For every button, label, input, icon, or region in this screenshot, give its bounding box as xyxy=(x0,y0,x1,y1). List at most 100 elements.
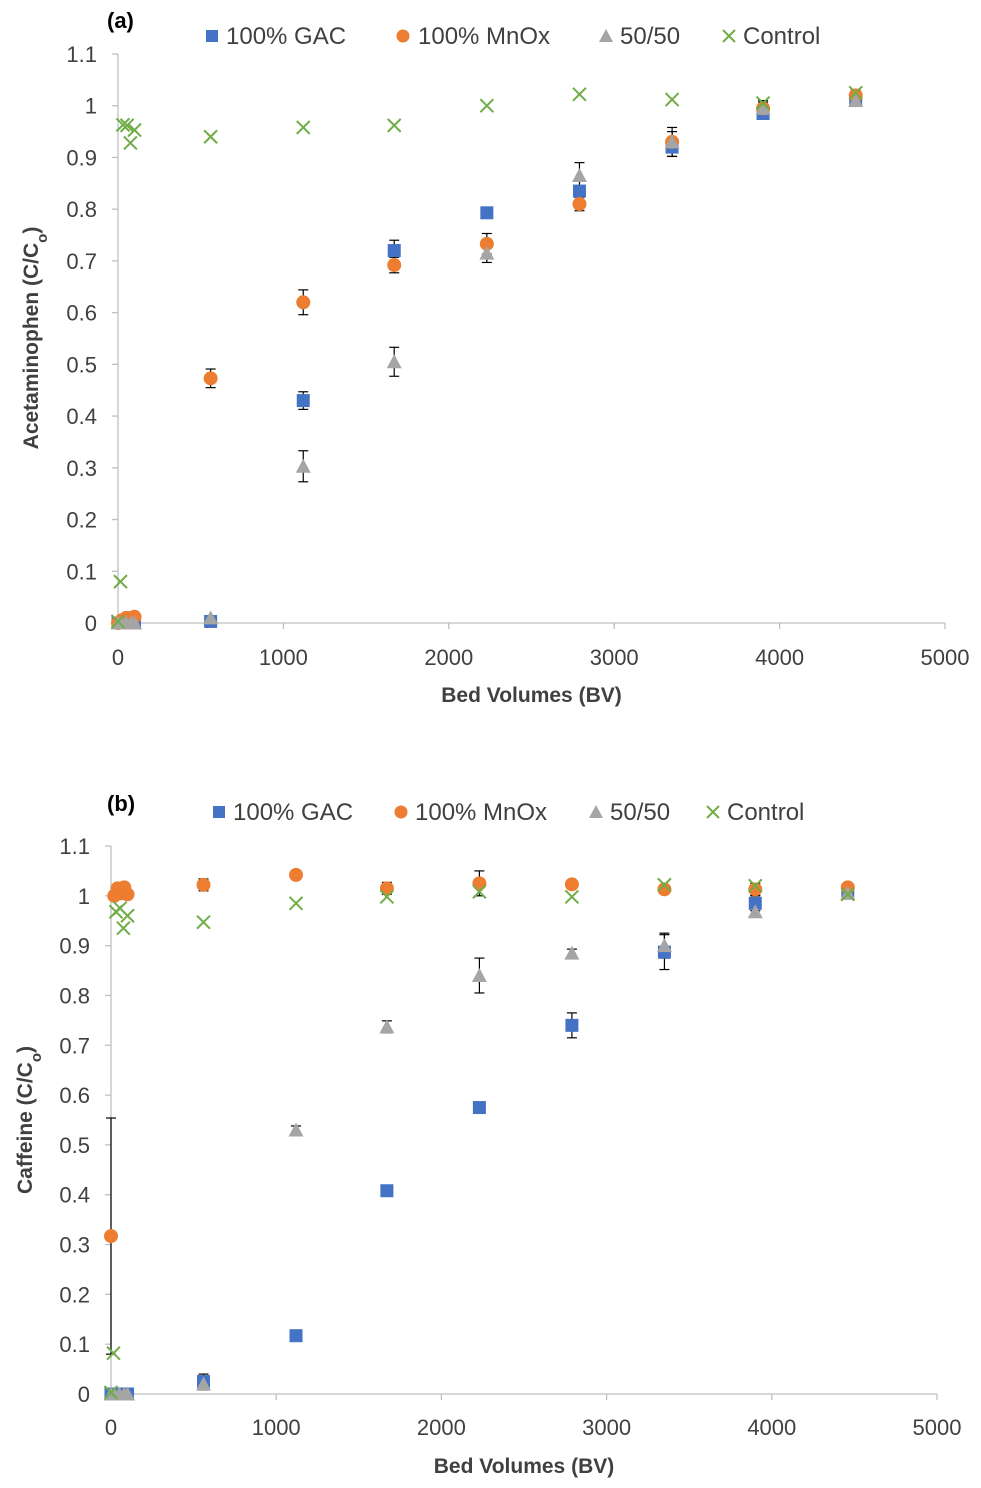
y-tick-label: 0.5 xyxy=(66,352,97,377)
data-point xyxy=(564,877,579,892)
data-point xyxy=(127,615,143,630)
data-point xyxy=(379,881,394,896)
data-point xyxy=(103,1385,119,1400)
data-point xyxy=(747,904,763,919)
data-point xyxy=(565,1018,579,1032)
y-tick-label: 0.8 xyxy=(59,983,90,1008)
x-tick-label: 3000 xyxy=(582,1415,631,1440)
data-point xyxy=(120,908,135,923)
y-tick-label: 0.1 xyxy=(66,559,97,584)
y-tick-label: 0.3 xyxy=(66,456,97,481)
series-100-gac xyxy=(111,94,863,630)
data-point xyxy=(106,1345,121,1361)
series-100-mnox xyxy=(111,88,863,630)
data-point xyxy=(657,877,672,893)
series-control xyxy=(110,85,863,629)
series-control xyxy=(103,877,855,1400)
y-axis-title: Acetaminophen (C/Co) xyxy=(20,227,51,450)
data-point xyxy=(196,1376,212,1391)
data-point xyxy=(564,945,580,960)
data-point xyxy=(119,118,135,133)
x-axis-title: Bed Volumes (BV) xyxy=(441,684,621,707)
legend-label: Control xyxy=(727,799,804,826)
data-point xyxy=(840,887,855,902)
legend-label: 100% MnOx xyxy=(415,799,547,826)
data-point xyxy=(572,87,587,102)
data-point xyxy=(748,878,763,894)
data-point xyxy=(848,93,864,108)
data-point xyxy=(288,1122,304,1137)
series-50-50 xyxy=(110,93,864,630)
data-point xyxy=(664,92,680,107)
data-point xyxy=(196,877,211,892)
legend-label: 100% GAC xyxy=(226,23,346,50)
y-tick-label: 0.3 xyxy=(59,1233,90,1258)
data-point xyxy=(472,876,487,891)
data-point xyxy=(840,885,856,900)
y-tick-label: 0.2 xyxy=(66,508,97,533)
x-axis-title: Bed Volumes (BV) xyxy=(434,1455,614,1478)
data-point xyxy=(656,938,672,953)
data-point xyxy=(479,236,494,251)
data-point xyxy=(472,1101,486,1115)
x-tick-label: 4000 xyxy=(755,645,804,670)
x-tick-label: 4000 xyxy=(747,1415,796,1440)
data-point xyxy=(289,1329,303,1343)
x-tick-label: 5000 xyxy=(921,645,970,670)
x-tick-label: 3000 xyxy=(590,645,639,670)
y-tick-label: 0.4 xyxy=(66,404,97,429)
data-point xyxy=(387,258,402,273)
data-point xyxy=(120,1386,136,1401)
data-point xyxy=(571,168,587,183)
data-point xyxy=(379,889,395,905)
legend-marker-triangle xyxy=(599,29,613,42)
y-axis-title-close: ) xyxy=(20,227,43,234)
data-point xyxy=(110,614,126,629)
y-tick-label: 0.2 xyxy=(59,1282,90,1307)
data-point xyxy=(755,100,771,115)
y-axis-title-main: Caffeine (C/C xyxy=(14,1062,37,1194)
series-100-mnox xyxy=(104,867,855,1244)
x-tick-label: 0 xyxy=(112,645,124,670)
data-point xyxy=(116,920,131,936)
data-point xyxy=(104,1229,118,1244)
data-point xyxy=(657,882,672,897)
y-tick-label: 0 xyxy=(78,1382,90,1407)
data-point xyxy=(296,394,310,408)
y-tick-label: 0.9 xyxy=(59,934,90,959)
data-point xyxy=(848,85,863,101)
x-tick-label: 1000 xyxy=(252,1415,301,1440)
data-point xyxy=(564,889,580,905)
data-point xyxy=(113,574,128,589)
panel-label: (b) xyxy=(107,791,135,816)
data-point xyxy=(120,887,135,902)
y-tick-label: 0 xyxy=(85,611,97,636)
legend-marker-triangle xyxy=(589,805,603,818)
y-tick-label: 0.6 xyxy=(59,1083,90,1108)
y-tick-label: 0.8 xyxy=(66,197,97,222)
data-point xyxy=(295,458,311,473)
y-tick-label: 1 xyxy=(85,94,97,119)
legend-label: 50/50 xyxy=(610,799,670,826)
data-point xyxy=(203,371,218,386)
y-tick-label: 0.6 xyxy=(66,301,97,326)
data-point xyxy=(196,915,211,930)
x-tick-label: 2000 xyxy=(424,645,473,670)
legend-marker-circle xyxy=(394,805,408,819)
data-point xyxy=(379,1019,395,1034)
data-point xyxy=(288,896,304,911)
data-point xyxy=(572,197,587,212)
legend-label: 50/50 xyxy=(620,23,680,50)
data-point xyxy=(203,610,219,625)
data-point xyxy=(471,968,487,983)
data-point xyxy=(480,206,494,220)
data-point xyxy=(115,117,131,133)
data-point xyxy=(296,295,311,310)
y-tick-label: 0.1 xyxy=(59,1332,90,1357)
x-tick-label: 2000 xyxy=(417,1415,466,1440)
panel-label: (a) xyxy=(107,8,134,33)
data-point xyxy=(748,896,762,910)
y-tick-label: 0.7 xyxy=(66,249,97,274)
data-point xyxy=(748,882,763,897)
